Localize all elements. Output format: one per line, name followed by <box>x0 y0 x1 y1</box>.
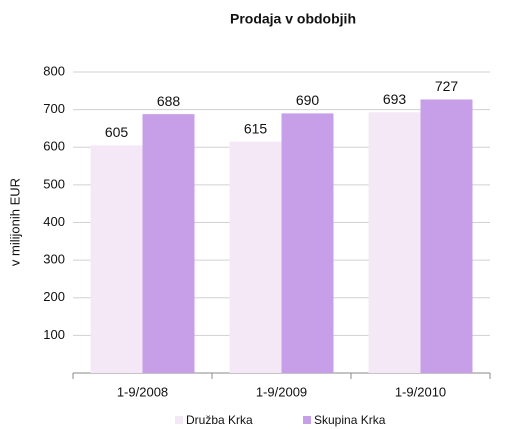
x-tick-label: 1-9/2008 <box>117 384 168 399</box>
chart-title: Prodaja v obdobjih <box>230 11 356 27</box>
value-label: 615 <box>244 120 268 136</box>
x-tick-label: 1-9/2009 <box>256 384 307 399</box>
bar <box>281 113 334 373</box>
value-label: 727 <box>435 78 459 94</box>
value-label: 693 <box>383 91 407 107</box>
bar <box>90 145 143 373</box>
x-tick-label: 1-9/2010 <box>395 384 446 399</box>
value-label: 605 <box>105 124 129 140</box>
bar <box>142 114 195 373</box>
bar <box>420 99 473 373</box>
legend-label: Družba Krka <box>186 413 253 427</box>
y-tick-label: 300 <box>43 252 65 267</box>
legend-label: Skupina Krka <box>314 413 386 427</box>
y-tick-label: 200 <box>43 289 65 304</box>
value-label: 690 <box>296 92 320 108</box>
y-tick-label: 800 <box>43 63 65 78</box>
legend-swatch <box>175 416 183 424</box>
bar <box>368 112 421 373</box>
value-label: 688 <box>157 93 181 109</box>
y-tick-label: 400 <box>43 214 65 229</box>
y-tick-label: 700 <box>43 101 65 116</box>
legend-swatch <box>303 416 311 424</box>
bar <box>229 141 282 373</box>
y-axis-label: v milijonih EUR <box>7 178 22 266</box>
y-tick-label: 100 <box>43 327 65 342</box>
y-tick-label: 500 <box>43 176 65 191</box>
y-tick-label: 600 <box>43 139 65 154</box>
